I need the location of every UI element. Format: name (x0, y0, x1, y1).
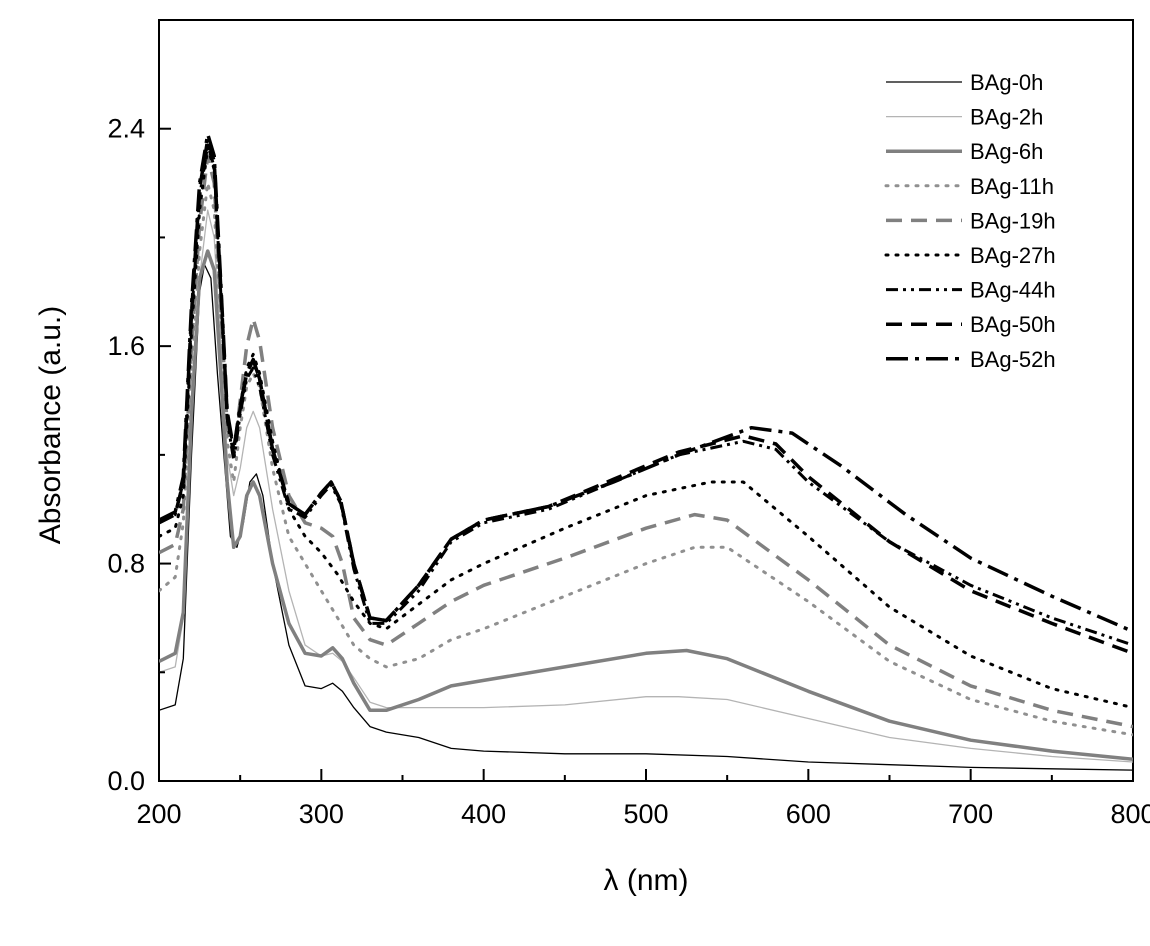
legend-entry-label: BAg-11h (970, 174, 1054, 199)
legend-entry-label: BAg-0h (970, 70, 1043, 95)
y-axis-label: Absorbance (a.u.) (34, 306, 67, 544)
legend: BAg-0h BAg-2h BAg-6h BAg-11h BAg-19h BAg-27h B… (884, 70, 1056, 372)
x-tick-label: 500 (623, 799, 668, 829)
legend-entry-label: BAg-6h (970, 139, 1043, 164)
y-tick-label: 1.6 (107, 331, 145, 361)
series-line-bag-52h (159, 132, 1133, 634)
legend-entry-label: BAg-27h (970, 243, 1056, 268)
x-tick-label: 800 (1110, 799, 1150, 829)
y-tick-label: 0.0 (107, 766, 145, 796)
x-tick-label: 400 (461, 799, 506, 829)
legend-entry-label: BAg-2h (970, 105, 1043, 130)
x-tick-label: 600 (786, 799, 831, 829)
series-layer (159, 132, 1133, 771)
plot-frame (158, 19, 1134, 782)
legend-entry-label: BAg-50h (970, 312, 1056, 337)
x-tick-label: 700 (948, 799, 993, 829)
legend-entry-label: BAg-19h (970, 208, 1056, 233)
ticks-layer: 200 300 400 500 600 700 800 0.0 0.8 1.6 2.4 (107, 114, 1150, 829)
legend-entry-label: BAg-52h (970, 347, 1056, 372)
series-line-bag-6h (159, 249, 1133, 762)
series-line-bag-19h (159, 154, 1133, 729)
series-line-bag-0h (159, 263, 1133, 771)
y-tick-label: 2.4 (107, 114, 145, 144)
x-axis-label: λ (nm) (604, 864, 689, 897)
series-line-bag-11h (159, 181, 1133, 737)
x-tick-label: 300 (299, 799, 344, 829)
x-tick-label: 200 (136, 799, 181, 829)
y-tick-label: 0.8 (107, 549, 145, 579)
legend-entry-label: BAg-44h (970, 278, 1056, 303)
series-line-bag-44h (159, 143, 1133, 647)
